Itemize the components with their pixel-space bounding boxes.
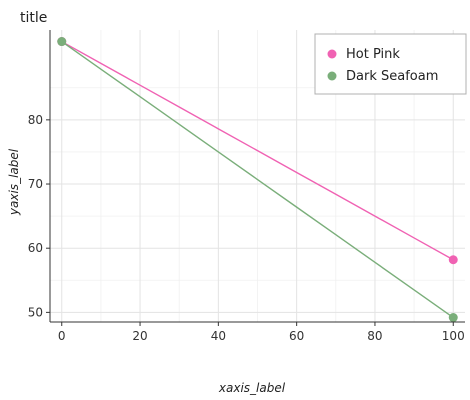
legend-label-dark-seafoam: Dark Seafoam	[346, 69, 438, 84]
grid	[50, 30, 465, 322]
data-point-dark-seafoam	[57, 37, 67, 47]
axes	[49, 30, 465, 323]
data-point-dark-seafoam	[448, 313, 458, 323]
y-tick-label: 70	[28, 177, 43, 191]
chart-title: title	[20, 10, 47, 26]
x-tick-label: 0	[58, 329, 66, 343]
legend-label-hot-pink: Hot Pink	[346, 47, 400, 62]
series-line-dark-seafoam	[61, 40, 454, 319]
legend-marker-hot-pink	[327, 49, 337, 59]
legend-box	[314, 33, 467, 95]
y-tick-label: 80	[28, 113, 43, 127]
x-axis-label: xaxis_label	[218, 381, 286, 395]
x-tick-label: 80	[367, 329, 382, 343]
data-point-hot-pink	[448, 255, 458, 265]
y-axis-label: yaxis_label	[7, 148, 21, 216]
y-tick-label: 50	[28, 305, 43, 319]
ticks: 0 20 40 60 80 100 50 60 70 80	[28, 113, 465, 343]
legend-marker-dark-seafoam	[327, 71, 337, 81]
x-tick-label: 60	[289, 329, 304, 343]
legend: Hot Pink Dark Seafoam	[314, 33, 467, 95]
x-tick-label: 20	[132, 329, 147, 343]
x-tick-label: 40	[211, 329, 226, 343]
series-layer	[57, 37, 458, 323]
y-tick-label: 60	[28, 241, 43, 255]
x-tick-label: 100	[442, 329, 465, 343]
series-line-hot-pink	[61, 40, 454, 261]
